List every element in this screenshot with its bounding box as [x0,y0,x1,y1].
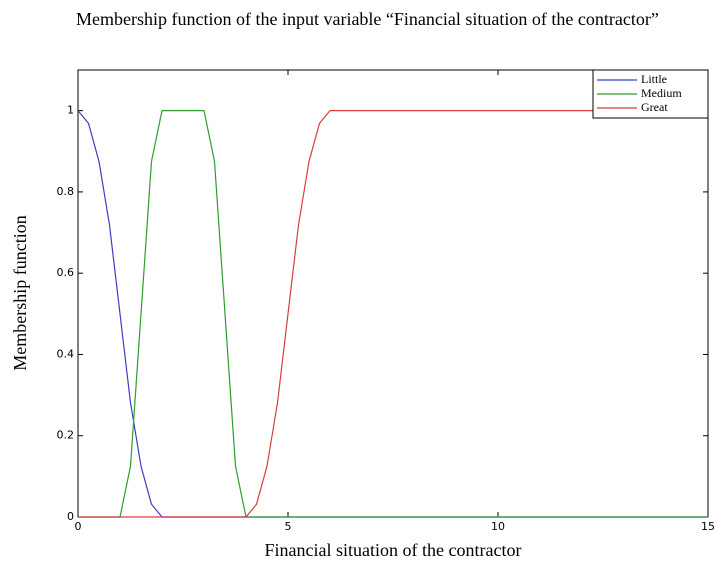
y-axis-label: Membership function [10,215,30,370]
line-series [78,110,708,518]
y-tick-label: 0.8 [57,185,75,198]
y-tick-label: 0.6 [57,266,75,279]
x-tick-label: 10 [491,520,505,533]
line-series [77,110,708,518]
x-axis-label: Financial situation of the contractor [265,540,522,560]
y-tick-label: 1 [67,104,74,117]
x-tick-label: 0 [75,520,82,533]
legend-label: Great [641,100,668,114]
y-tick-label: 0 [67,510,74,523]
y-tick-label: 0.4 [57,347,75,360]
legend-label: Little [641,72,667,86]
x-tick-label: 5 [285,520,292,533]
legend-label: Medium [641,86,682,100]
plot-frame [77,69,709,518]
y-tick-label: 0.2 [57,429,75,442]
chart-title: Membership function of the input variabl… [76,9,659,29]
line-series [78,110,708,518]
x-tick-label: 15 [701,520,715,533]
